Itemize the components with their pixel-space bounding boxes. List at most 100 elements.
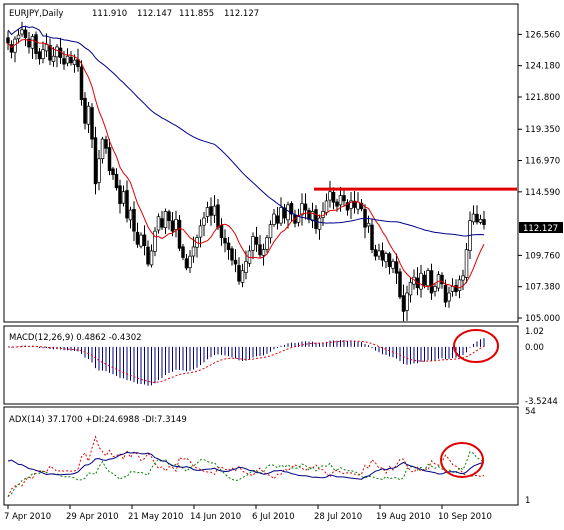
candle-body <box>167 211 171 221</box>
candle-body <box>335 201 339 207</box>
candle-body <box>27 38 31 48</box>
macd-axis-label: -3.5244 <box>525 397 558 407</box>
candle-body <box>104 139 108 149</box>
candle-body <box>401 295 406 312</box>
candle-body <box>170 220 175 232</box>
candle-body <box>132 208 136 232</box>
ma-fast-line <box>7 38 485 289</box>
candle-body <box>265 237 269 250</box>
candle-body <box>275 215 280 224</box>
symbol-label: EURJPY,Daily <box>9 9 63 19</box>
candle-body <box>338 195 343 206</box>
ohlc-high: 112.147 <box>137 9 172 19</box>
candle-body <box>384 253 388 263</box>
macd-panel[interactable] <box>3 325 519 405</box>
date-axis-label: 29 Apr 2010 <box>66 512 119 522</box>
candle-body <box>79 66 84 100</box>
candle-body <box>177 219 182 249</box>
price-axis-label: 124.180 <box>525 62 560 72</box>
adx-label: ADX(14) 37.1700 +DI:24.6988 -DI:7.3149 <box>9 415 187 425</box>
candle-body <box>20 29 24 35</box>
price-axis-label: 105.000 <box>525 314 560 324</box>
candle-body <box>9 44 14 53</box>
candle-body <box>254 236 259 245</box>
candle-body <box>121 191 126 204</box>
candle-body <box>426 270 430 287</box>
candle-body <box>90 107 94 140</box>
candle-body <box>219 225 224 239</box>
candle-body <box>191 246 196 257</box>
candle-body <box>352 200 357 208</box>
candle-body <box>478 218 483 223</box>
price-axis-label: 119.350 <box>525 125 560 135</box>
price-axis-label: 126.560 <box>525 30 560 40</box>
candle-body <box>86 105 91 125</box>
candle-body <box>307 210 311 220</box>
candle-body <box>156 216 161 231</box>
candle-body <box>55 46 59 58</box>
candle-body <box>107 147 112 172</box>
candle-body <box>100 138 105 159</box>
candle-body <box>464 249 469 278</box>
candle-body <box>408 282 413 296</box>
candle-body <box>251 236 255 251</box>
candle-body <box>289 203 294 215</box>
candle-body <box>125 190 129 219</box>
candle-body <box>111 168 115 175</box>
candle-body <box>282 207 287 219</box>
candle-body <box>296 215 301 223</box>
candle-body <box>268 224 273 239</box>
price-panel[interactable] <box>3 3 519 323</box>
macd-highlight-circle <box>453 329 499 363</box>
candle-body <box>146 246 150 265</box>
candle-body <box>160 218 164 228</box>
candle-body <box>359 202 364 210</box>
candle-body <box>209 206 213 216</box>
candle-body <box>37 51 42 60</box>
candle-body <box>205 207 210 217</box>
candle-body <box>135 231 140 245</box>
candle-body <box>349 200 353 209</box>
candle-body <box>317 217 322 230</box>
axis-layer: 126.560 124.180 121.800 119.350 116.970 114.5… <box>4 30 560 522</box>
candle-body <box>366 222 371 227</box>
candle-body <box>69 56 73 64</box>
candle-body <box>461 275 465 281</box>
candle-body <box>212 205 217 216</box>
candle-body <box>41 49 45 59</box>
candle-body <box>226 242 231 250</box>
candle-body <box>97 158 101 183</box>
candle-body <box>244 261 248 273</box>
candle-body <box>345 202 350 211</box>
price-axis-label: 114.590 <box>525 188 560 198</box>
candle-body <box>240 270 245 283</box>
date-axis-label: 10 Sep 2010 <box>438 512 492 522</box>
candle-body <box>216 204 220 228</box>
price-axis-label: 116.970 <box>525 157 560 167</box>
candle-body <box>475 213 479 223</box>
candle-body <box>198 225 203 238</box>
date-axis-label: 21 May 2010 <box>128 512 183 522</box>
candle-body <box>450 286 455 292</box>
candle-body <box>237 265 241 282</box>
candle-body <box>181 246 185 258</box>
price-axis-label: 121.800 <box>525 93 560 103</box>
candle-body <box>51 55 56 62</box>
candle-body <box>118 185 122 204</box>
price-axis-label: 109.760 <box>525 251 560 261</box>
candle-body <box>356 201 360 210</box>
candle-body <box>23 29 28 39</box>
candle-body <box>258 244 262 256</box>
candle-body <box>272 213 276 225</box>
candle-body <box>34 34 38 54</box>
candle-body <box>422 274 427 286</box>
candle-body <box>62 58 66 65</box>
candle-body <box>6 37 10 44</box>
candle-body <box>72 59 77 65</box>
candle-body <box>188 255 192 268</box>
macd-axis-label: 1.02 <box>525 327 544 337</box>
candle-body <box>454 285 458 293</box>
candle-body <box>233 259 238 265</box>
